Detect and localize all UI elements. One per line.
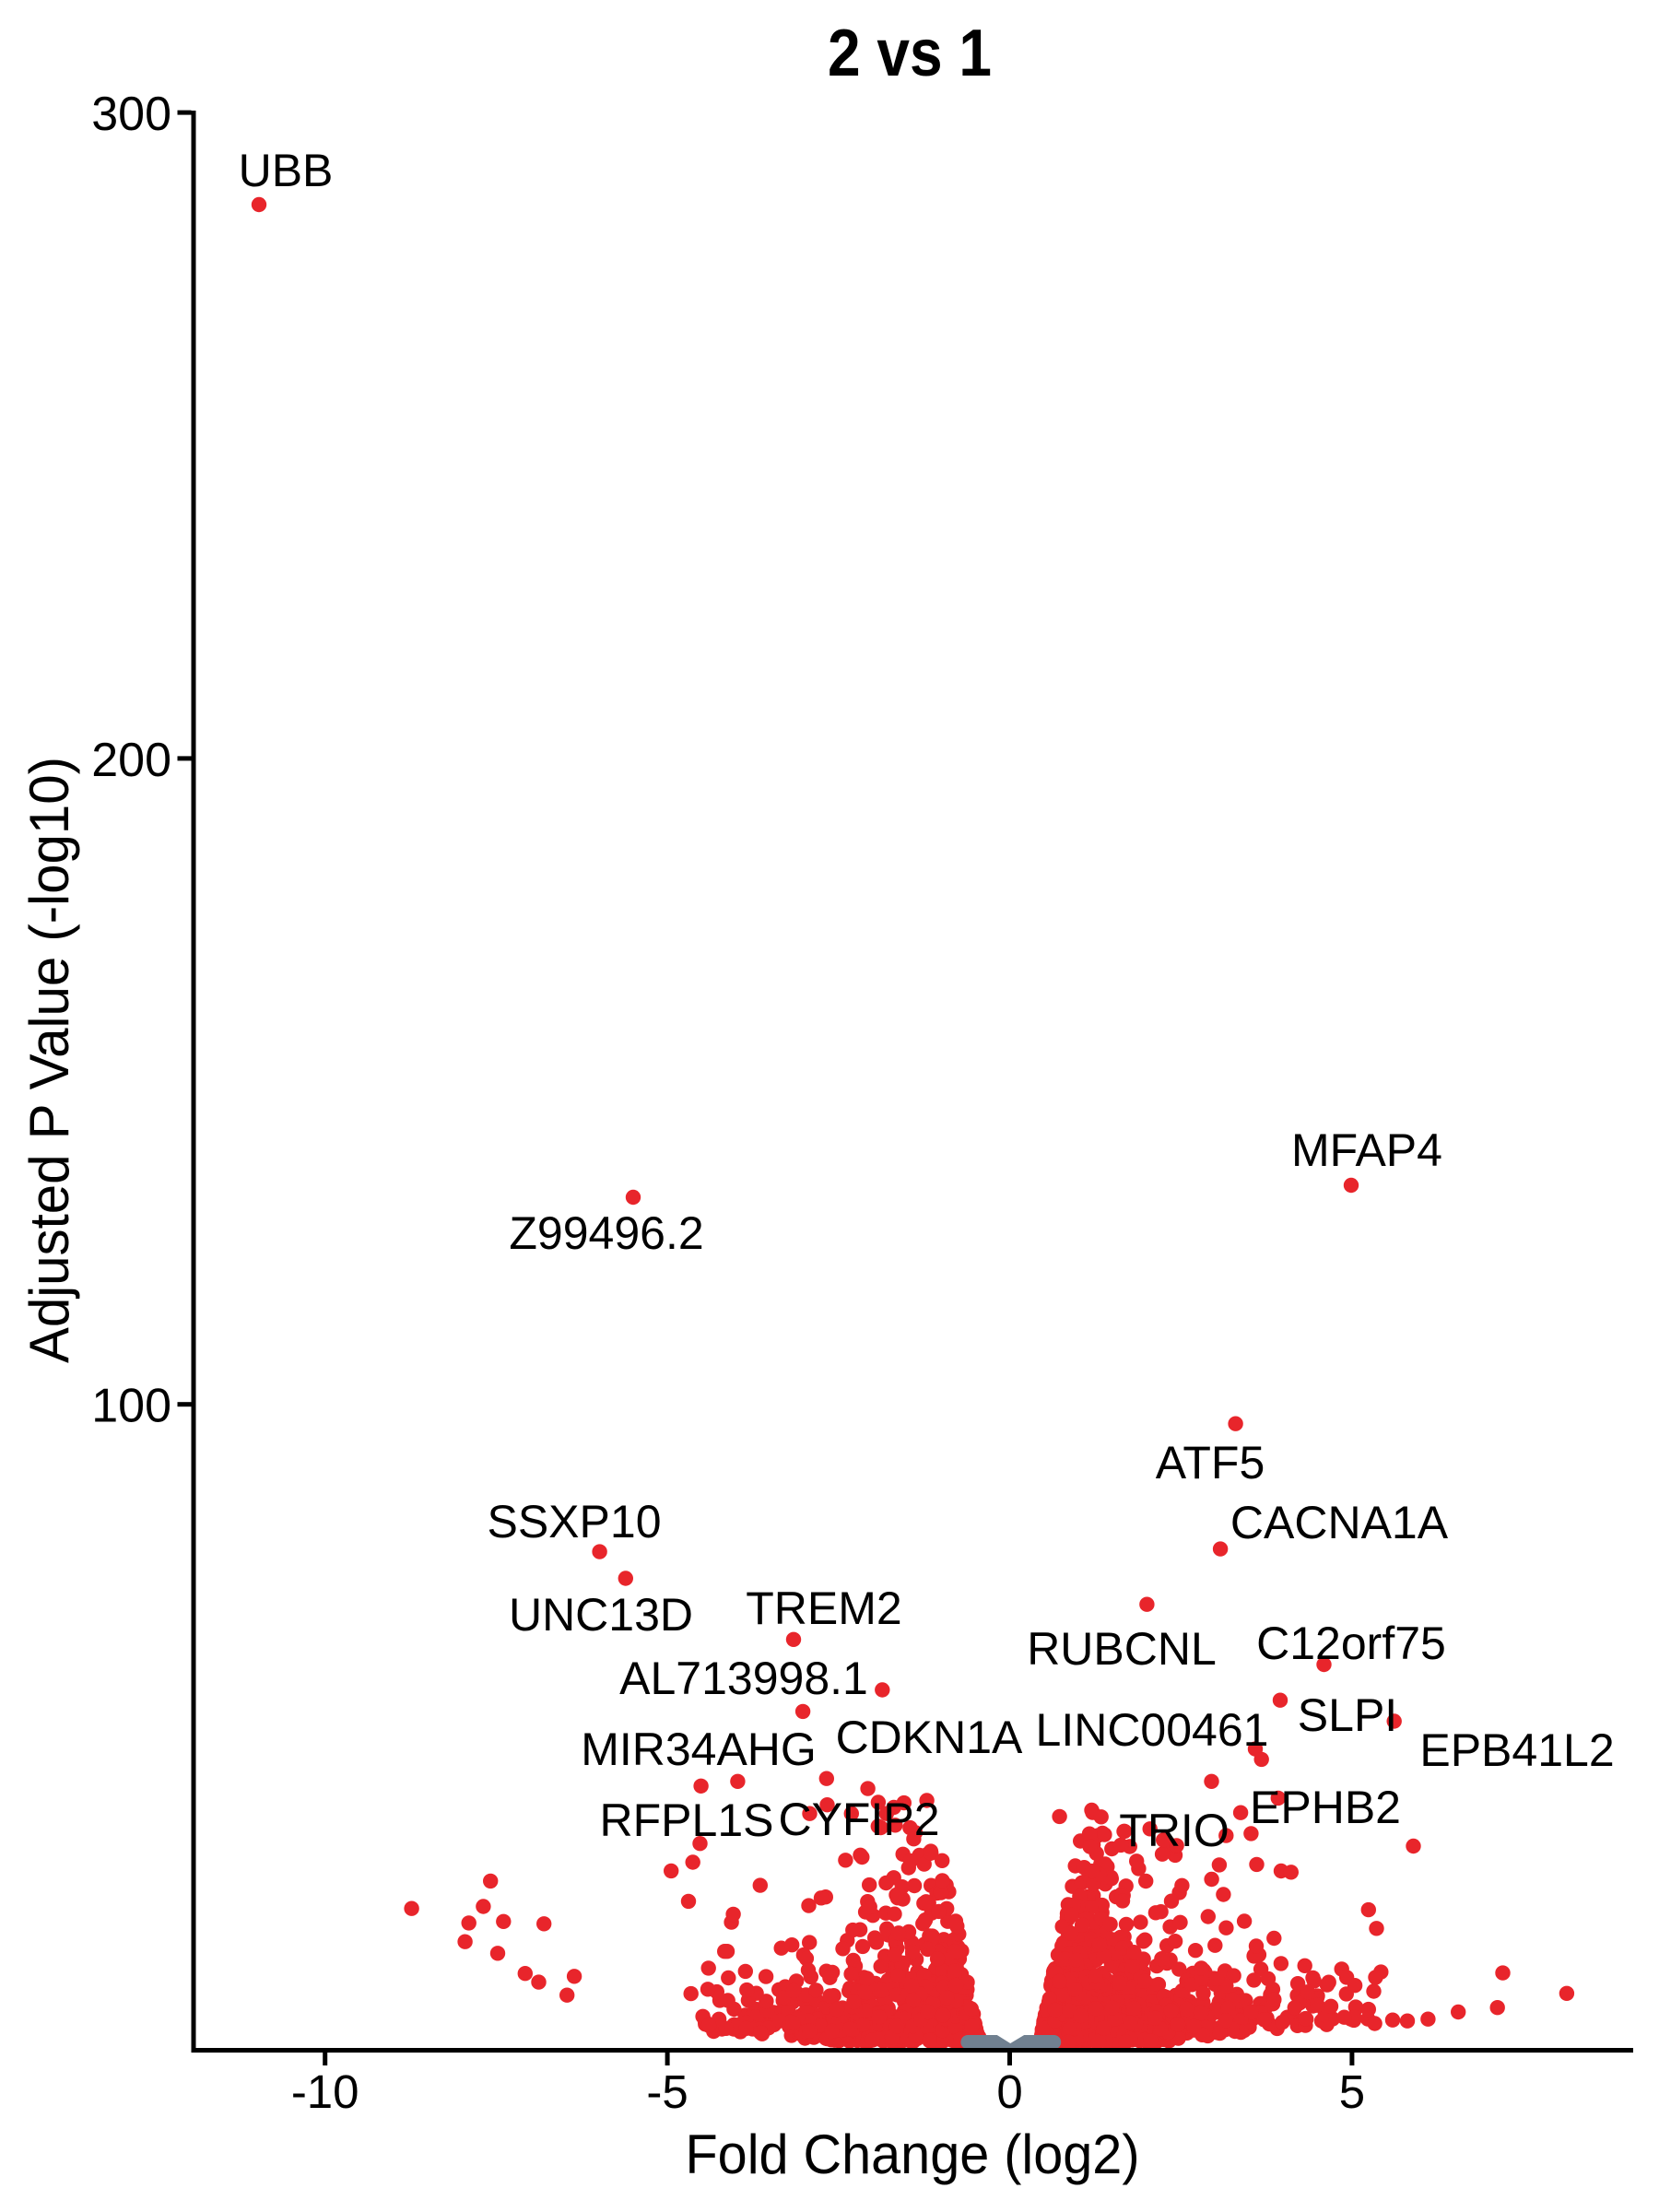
svg-text:CACNA1A: CACNA1A	[1230, 1497, 1449, 1548]
svg-text:Fold Change (log2): Fold Change (log2)	[686, 2124, 1140, 2185]
svg-text:0: 0	[996, 2065, 1022, 2118]
svg-text:5: 5	[1339, 2065, 1365, 2118]
svg-text:Adjusted P Value (-log10): Adjusted P Value (-log10)	[18, 757, 80, 1363]
svg-text:UBB: UBB	[239, 145, 334, 196]
svg-text:CYFIP2: CYFIP2	[778, 1794, 939, 1845]
svg-text:RUBCNL: RUBCNL	[1027, 1623, 1217, 1675]
svg-text:2 vs 1: 2 vs 1	[828, 17, 992, 90]
svg-text:AL713998.1: AL713998.1	[619, 1653, 868, 1704]
svg-text:TRIO: TRIO	[1119, 1805, 1229, 1856]
svg-text:MFAP4: MFAP4	[1291, 1124, 1442, 1176]
svg-text:-10: -10	[291, 2065, 359, 2118]
svg-text:200: 200	[91, 734, 171, 787]
svg-text:SSXP10: SSXP10	[487, 1496, 661, 1547]
svg-text:CDKN1A: CDKN1A	[836, 1712, 1023, 1763]
svg-text:100: 100	[91, 1380, 171, 1433]
svg-text:UNC13D: UNC13D	[509, 1589, 693, 1641]
svg-text:LINC00461: LINC00461	[1036, 1704, 1269, 1756]
svg-text:EPHB2: EPHB2	[1250, 1782, 1401, 1833]
svg-text:MIR34AHG: MIR34AHG	[581, 1724, 817, 1775]
svg-text:RFPL1S: RFPL1S	[600, 1794, 774, 1846]
svg-text:EPB41L2: EPB41L2	[1419, 1724, 1614, 1776]
svg-text:ATF5: ATF5	[1156, 1437, 1265, 1488]
svg-text:TREM2: TREM2	[746, 1583, 901, 1634]
svg-text:-5: -5	[646, 2065, 688, 2118]
svg-text:Z99496.2: Z99496.2	[509, 1207, 703, 1259]
svg-text:SLPI: SLPI	[1298, 1689, 1397, 1741]
svg-text:C12orf75: C12orf75	[1256, 1618, 1446, 1669]
svg-text:300: 300	[91, 88, 171, 141]
